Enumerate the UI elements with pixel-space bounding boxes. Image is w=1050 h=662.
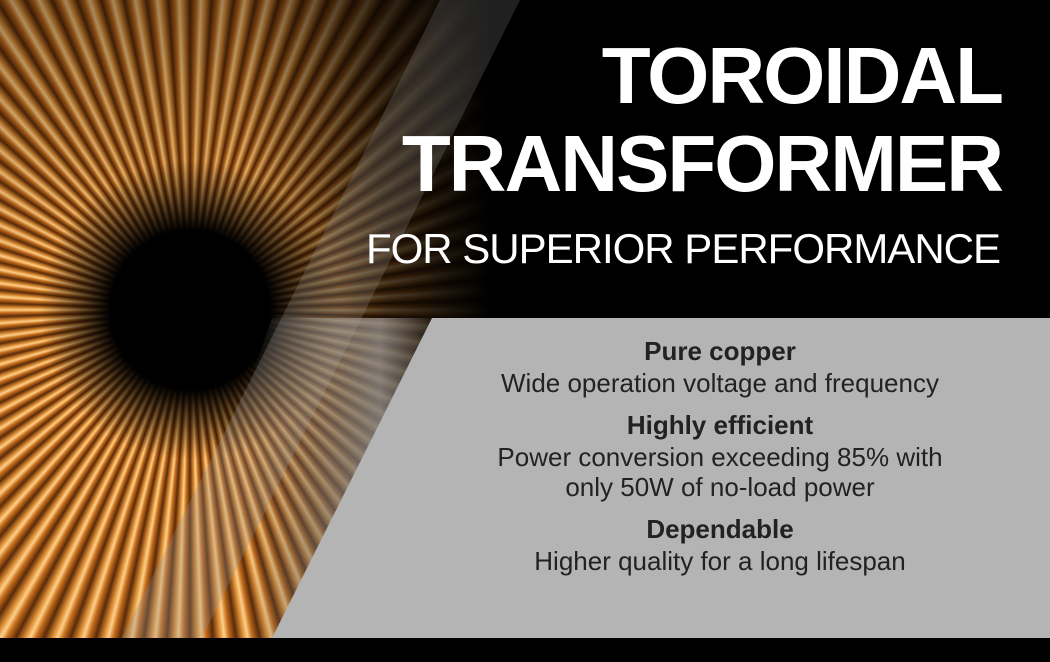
feature-dependable: Dependable Higher quality for a long lif… [420, 512, 1020, 576]
title-line-2: TRANSFORMER [401, 119, 1004, 208]
feature-heading: Pure copper [644, 336, 796, 366]
feature-highly-efficient: Highly efficient Power conversion exceed… [420, 408, 1020, 502]
feature-description: only 50W of no-load power [565, 472, 875, 502]
features-list: Pure copper Wide operation voltage and f… [420, 334, 1020, 586]
feature-description: Higher quality for a long lifespan [534, 546, 906, 576]
feature-description: Power conversion exceeding 85% with [497, 442, 943, 472]
feature-description: Wide operation voltage and frequency [501, 368, 939, 398]
feature-pure-copper: Pure copper Wide operation voltage and f… [420, 334, 1020, 398]
subtitle: FOR SUPERIOR PERFORMANCE [365, 225, 1001, 272]
feature-heading: Dependable [646, 514, 794, 544]
feature-heading: Highly efficient [626, 410, 814, 440]
title-line-1: TOROIDAL [601, 31, 1004, 120]
bottom-bar [0, 638, 1050, 662]
